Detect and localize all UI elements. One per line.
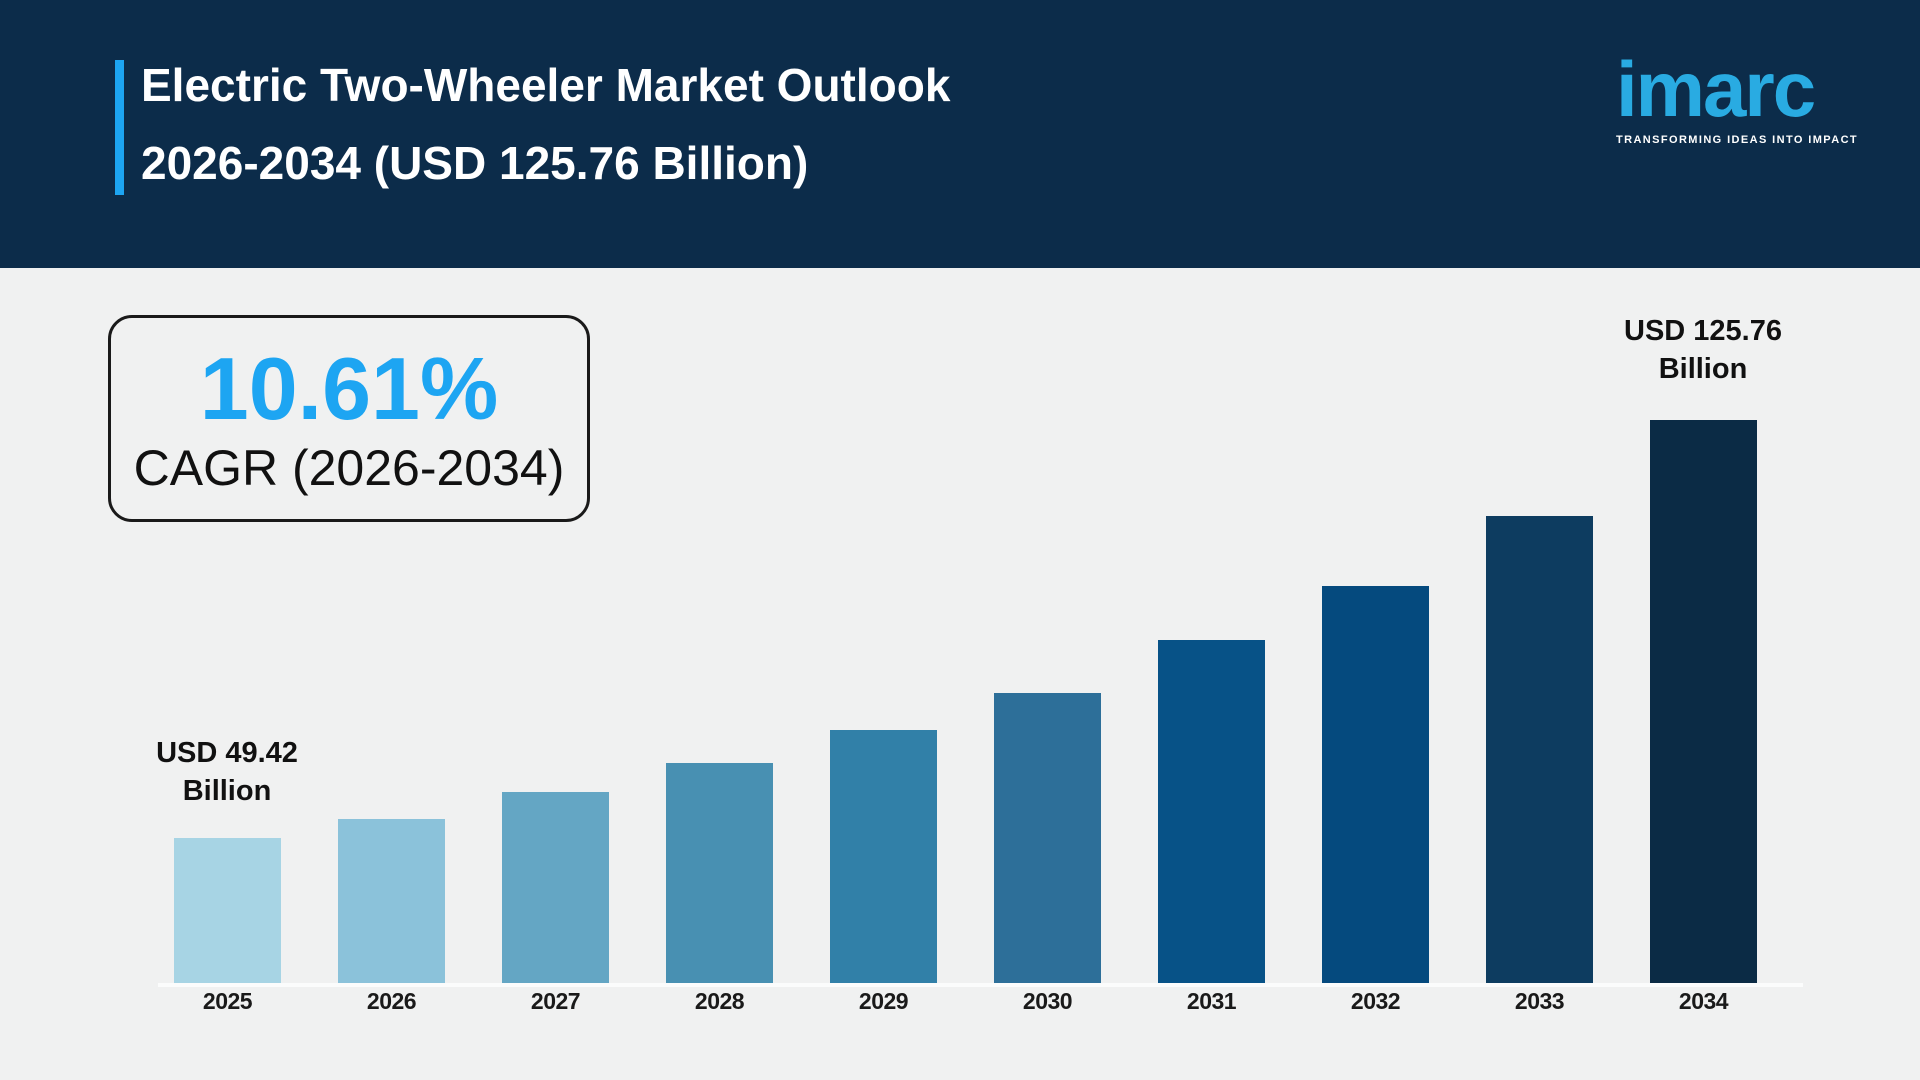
- bar-2030: [994, 693, 1101, 983]
- logo-wordmark: imarc: [1616, 45, 1816, 133]
- start-value-line1: USD 49.42: [156, 737, 298, 769]
- year-label-2027: 2027: [530, 988, 581, 1014]
- year-label-2034: 2034: [1678, 988, 1729, 1014]
- bar-2031: [1158, 640, 1265, 983]
- year-label-2025: 2025: [202, 988, 253, 1014]
- year-label-2031: 2031: [1186, 988, 1237, 1014]
- title-accent-bar: [115, 60, 124, 195]
- year-label-2030: 2030: [1022, 988, 1073, 1014]
- logo-tagline: TRANSFORMING IDEAS INTO IMPACT: [1616, 134, 1859, 146]
- cagr-card: 10.61% CAGR (2026-2034): [108, 315, 590, 522]
- bar-2026: [338, 819, 445, 983]
- start-value-label: USD 49.42 Billion: [156, 734, 298, 810]
- bar-2033: [1486, 516, 1593, 983]
- page-title-line1: Electric Two-Wheeler Market Outlook: [141, 59, 951, 111]
- bar-2032: [1322, 586, 1429, 983]
- page-title-line2: 2026-2034 (USD 125.76 Billion): [141, 137, 809, 189]
- imarc-logo: imarc TRANSFORMING IDEAS INTO IMPACT: [1616, 50, 1876, 146]
- bar-2025: [174, 838, 281, 983]
- page-title: Electric Two-Wheeler Market Outlook 2026…: [141, 46, 950, 202]
- year-label-2028: 2028: [694, 988, 745, 1014]
- bar-2034: [1650, 420, 1757, 983]
- header-banner: Electric Two-Wheeler Market Outlook 2026…: [0, 0, 1920, 268]
- bar-2028: [666, 763, 773, 983]
- year-label-2026: 2026: [366, 988, 417, 1014]
- bar-2027: [502, 792, 609, 983]
- chart-baseline: [158, 983, 1803, 987]
- year-label-2029: 2029: [858, 988, 909, 1014]
- cagr-label: CAGR (2026-2034): [133, 439, 565, 496]
- bar-2029: [830, 730, 937, 983]
- year-label-2033: 2033: [1514, 988, 1565, 1014]
- end-value-line2: Billion: [1658, 353, 1748, 385]
- year-label-2032: 2032: [1350, 988, 1401, 1014]
- end-value-label: USD 125.76 Billion: [1624, 312, 1782, 388]
- start-value-line2: Billion: [182, 775, 272, 807]
- end-value-line1: USD 125.76: [1624, 315, 1782, 347]
- cagr-value: 10.61%: [199, 338, 499, 438]
